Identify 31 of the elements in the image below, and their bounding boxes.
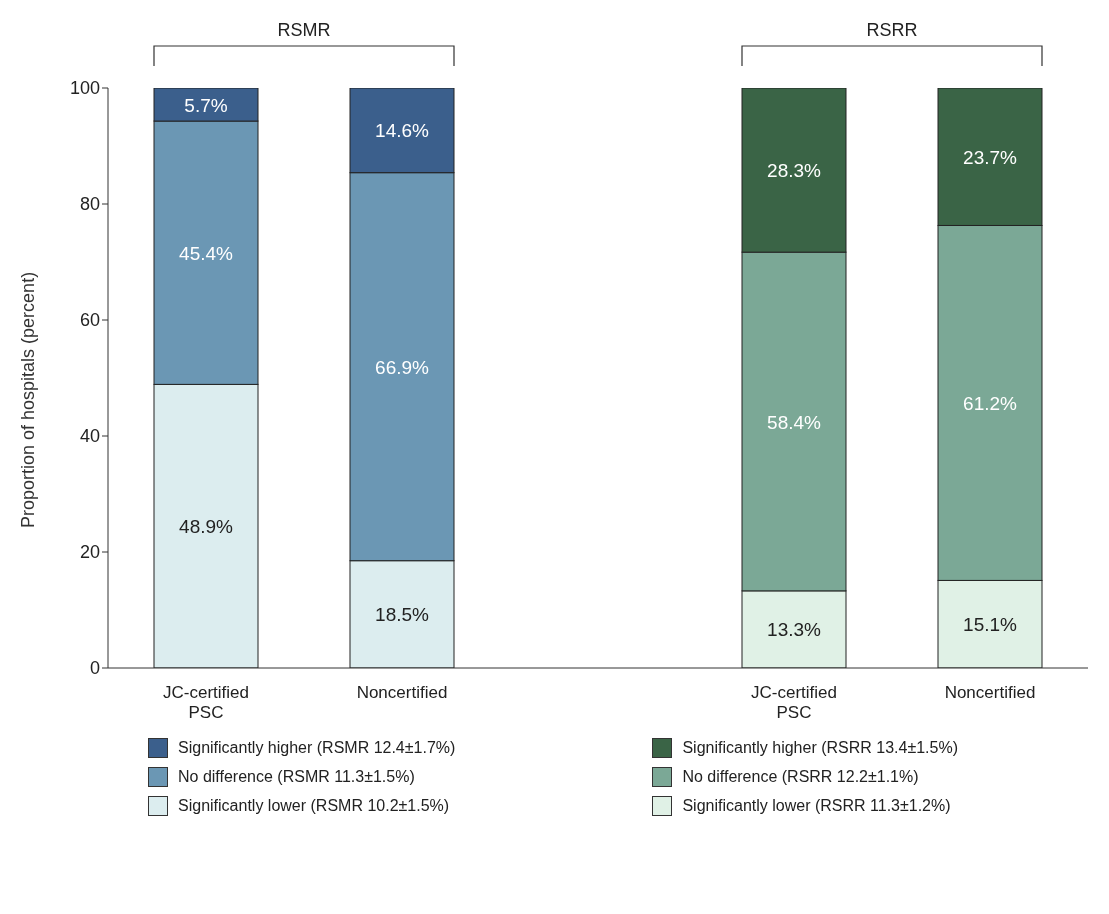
x-tick-label: JC-certified PSC	[751, 683, 837, 722]
x-tick-label: Noncertified	[944, 683, 1036, 702]
x-tick-label: Noncertified	[356, 683, 448, 702]
legend-label: Significantly lower (RSMR 10.2±1.5%)	[178, 797, 450, 815]
legend-label: Significantly higher (RSRR 13.4±1.5%)	[682, 739, 958, 757]
data-label: 61.2%	[963, 392, 1018, 414]
legend-label: Significantly lower (RSRR 11.3±1.2%)	[682, 797, 951, 815]
data-label: 66.9%	[375, 356, 430, 378]
y-axis-title: Proportion of hospitals (percent)	[18, 271, 39, 528]
data-label: 28.3%	[767, 160, 822, 182]
legend-label: Significantly higher (RSMR 12.4±1.7%)	[178, 739, 456, 757]
data-label: 13.3%	[767, 619, 822, 641]
y-tick-label: 0	[89, 658, 100, 679]
data-label: 5.7%	[184, 94, 228, 116]
x-tick-label: JC-certified PSC	[163, 683, 249, 722]
y-tick-label: 80	[79, 194, 100, 215]
data-label: 14.6%	[375, 120, 430, 142]
y-tick-label: 20	[79, 542, 100, 563]
text: RSRR	[866, 20, 918, 40]
y-tick-label: 40	[79, 426, 100, 447]
legend-label: No difference (RSRR 12.2±1.1%)	[682, 768, 919, 786]
data-label: 15.1%	[963, 614, 1018, 636]
data-label: 48.9%	[179, 516, 234, 538]
text: RSMR	[277, 20, 331, 40]
data-label: 45.4%	[179, 242, 234, 264]
data-label: 18.5%	[375, 604, 430, 626]
legend-label: No difference (RSMR 11.3±1.5%)	[178, 768, 415, 786]
data-label: 23.7%	[963, 146, 1018, 168]
y-tick-label: 100	[69, 78, 100, 99]
data-label: 58.4%	[767, 411, 822, 433]
y-tick-label: 60	[79, 310, 100, 331]
